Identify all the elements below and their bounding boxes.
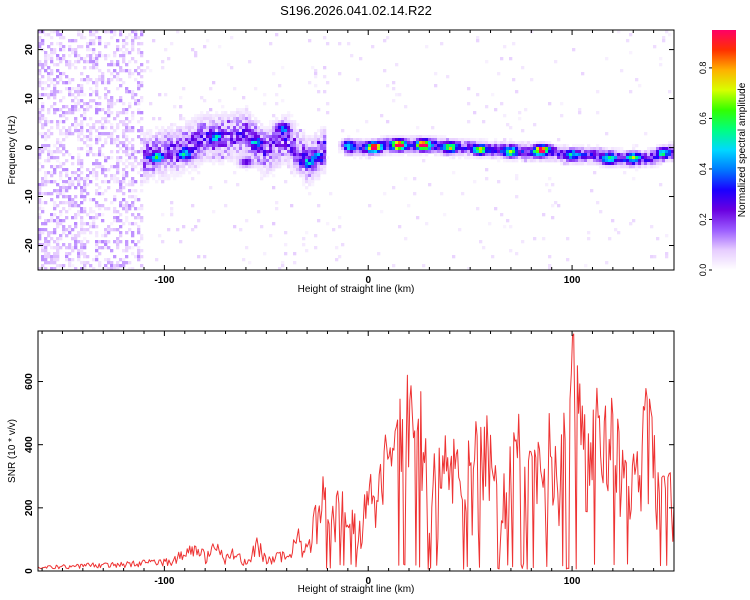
chart-title: S196.2026.041.02.14.R22 xyxy=(280,3,432,18)
heatmap-x-tick-label: 0 xyxy=(365,275,371,286)
snr-x-tick-label: 100 xyxy=(564,576,581,587)
heatmap-y-tick-label: 20 xyxy=(24,44,35,56)
snr-x-tick-label: 0 xyxy=(365,576,371,587)
snr-plot-background xyxy=(38,331,674,571)
colorbar-label: Normalized spectral amplitude xyxy=(737,82,748,217)
snr-y-tick-label: 0 xyxy=(24,568,35,574)
snr-y-tick-label: 200 xyxy=(24,499,35,516)
colorbar-tick-label: 0.4 xyxy=(698,163,708,176)
snr-series-line xyxy=(38,333,674,570)
heatmap-y-tick-label: 10 xyxy=(24,93,35,105)
colorbar-axes: 0.0 0.2 0.4 0.6 0.8 xyxy=(698,62,712,277)
heatmap-cells xyxy=(38,30,674,270)
snr-y-tick-label: 600 xyxy=(24,373,35,390)
snr-plot-frame xyxy=(37,330,675,572)
colorbar: 0.0 0.2 0.4 0.6 0.8 Normalized spectral ampl… xyxy=(698,30,748,276)
heatmap-x-tick-label: -100 xyxy=(154,275,174,286)
heatmap-plot-frame xyxy=(37,29,675,271)
snr-panel: -100 0 100 0 200 400 600 Height of straight li… xyxy=(7,330,675,595)
snr-x-axis-label: Height of straight line (km) xyxy=(298,584,415,595)
snr-y-tick-label: 400 xyxy=(24,436,35,453)
heatmap-y-tick-label: 0 xyxy=(24,144,35,150)
colorbar-tick-label: 0.0 xyxy=(698,264,708,277)
colorbar-tick-label: 0.8 xyxy=(698,62,708,75)
heatmap-y-tick-label: -10 xyxy=(24,189,35,204)
heatmap-y-axis-label: Frequency (Hz) xyxy=(7,116,18,185)
heatmap-x-tick-label: 100 xyxy=(564,275,581,286)
snr-y-axis-label: SNR (10 * v/v) xyxy=(7,419,18,483)
snr-axes: -100 0 100 0 200 400 600 xyxy=(24,331,675,587)
colorbar-tick-label: 0.2 xyxy=(698,213,708,226)
heatmap-y-tick-label: -20 xyxy=(24,238,35,253)
snr-x-tick-label: -100 xyxy=(154,576,174,587)
colorbar-tick-label: 0.6 xyxy=(698,112,708,125)
colorbar-gradient xyxy=(712,30,736,270)
heatmap-x-axis-label: Height of straight line (km) xyxy=(298,284,415,295)
